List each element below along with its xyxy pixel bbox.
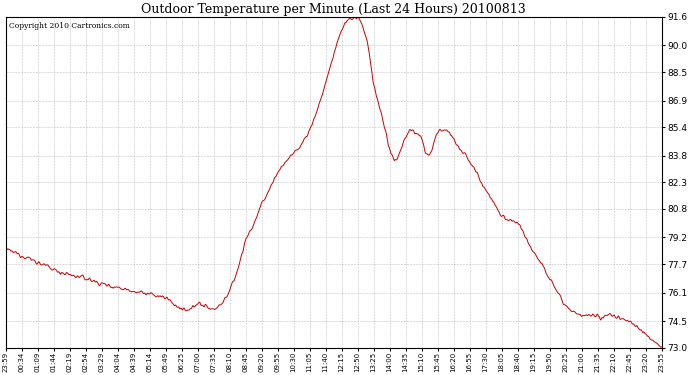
Text: Copyright 2010 Cartronics.com: Copyright 2010 Cartronics.com xyxy=(9,22,130,30)
Title: Outdoor Temperature per Minute (Last 24 Hours) 20100813: Outdoor Temperature per Minute (Last 24 … xyxy=(141,3,526,16)
